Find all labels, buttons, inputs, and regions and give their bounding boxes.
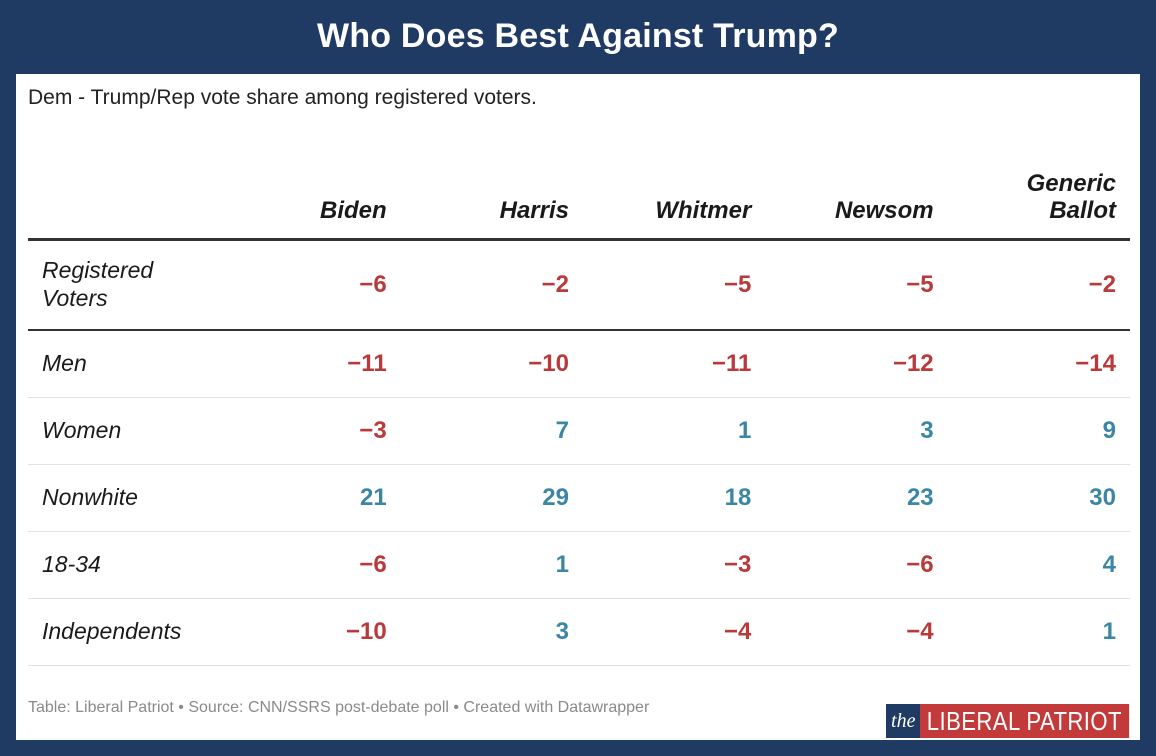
table-row: 18-34 −6 1 −3 −6 4 bbox=[28, 531, 1130, 599]
value-cell: −11 bbox=[583, 330, 766, 398]
row-label: Independents bbox=[28, 598, 219, 666]
chart-title: Who Does Best Against Trump? bbox=[317, 16, 839, 55]
header-corner bbox=[28, 154, 219, 241]
column-header-line: Harris bbox=[499, 196, 569, 224]
row-label-line: Nonwhite bbox=[42, 484, 138, 511]
results-table: Biden Harris Whitmer Newsom Generic Ballot Re… bbox=[28, 154, 1130, 666]
value-cell: −4 bbox=[765, 598, 948, 666]
column-header-line: Biden bbox=[320, 196, 387, 224]
row-label-line: Women bbox=[42, 417, 122, 444]
table-row: Registered Voters −6 −2 −5 −5 −2 bbox=[28, 239, 1130, 331]
table-header-row: Biden Harris Whitmer Newsom Generic Ballot bbox=[28, 154, 1130, 241]
row-label-line: Independents bbox=[42, 618, 182, 645]
column-header-line: Generic bbox=[1026, 170, 1116, 198]
table-row: Independents −10 3 −4 −4 1 bbox=[28, 598, 1130, 666]
table-row: Men −11 −10 −11 −12 −14 bbox=[28, 330, 1130, 398]
value-cell: −12 bbox=[765, 330, 948, 398]
value-cell: 3 bbox=[765, 397, 948, 465]
row-label-line: Registered bbox=[42, 257, 154, 284]
value-cell: 3 bbox=[400, 598, 583, 666]
chart-subtitle: Dem - Trump/Rep vote share among registe… bbox=[28, 86, 537, 109]
value-cell: −10 bbox=[218, 598, 401, 666]
row-label: Men bbox=[28, 330, 219, 398]
value-cell: −2 bbox=[400, 239, 583, 331]
row-label-line: 18-34 bbox=[42, 551, 101, 578]
column-header-line: Whitmer bbox=[655, 196, 752, 224]
row-label-line: Men bbox=[42, 350, 87, 377]
value-cell: 4 bbox=[947, 531, 1130, 599]
column-header-generic-ballot: Generic Ballot bbox=[947, 154, 1130, 241]
value-cell: 1 bbox=[583, 397, 766, 465]
value-cell: −3 bbox=[218, 397, 401, 465]
liberal-patriot-logo: the LIBERAL PATRIOT bbox=[886, 704, 1136, 738]
column-header-newsom: Newsom bbox=[765, 154, 948, 241]
value-cell: 18 bbox=[583, 464, 766, 532]
value-cell: −6 bbox=[765, 531, 948, 599]
row-label-line: Voters bbox=[42, 285, 108, 311]
value-cell: −5 bbox=[583, 239, 766, 331]
value-cell: −3 bbox=[583, 531, 766, 599]
column-header-line: Ballot bbox=[1049, 196, 1116, 224]
table-row: Women −3 7 1 3 9 bbox=[28, 397, 1130, 465]
value-cell: −14 bbox=[947, 330, 1130, 398]
value-cell: −4 bbox=[583, 598, 766, 666]
value-cell: 1 bbox=[400, 531, 583, 599]
row-label: Registered Voters bbox=[28, 239, 219, 331]
value-cell: 7 bbox=[400, 397, 583, 465]
value-cell: 21 bbox=[218, 464, 401, 532]
column-header-biden: Biden bbox=[218, 154, 401, 241]
value-cell: −6 bbox=[218, 531, 401, 599]
value-cell: 9 bbox=[947, 397, 1130, 465]
row-label: 18-34 bbox=[28, 531, 219, 599]
column-header-line: Newsom bbox=[834, 196, 934, 224]
value-cell: 1 bbox=[947, 598, 1130, 666]
source-credit: Table: Liberal Patriot • Source: CNN/SSR… bbox=[28, 699, 650, 716]
value-cell: 30 bbox=[947, 464, 1130, 532]
value-cell: −6 bbox=[218, 239, 401, 331]
column-header-harris: Harris bbox=[400, 154, 583, 241]
value-cell: −10 bbox=[400, 330, 583, 398]
table-row: Nonwhite 21 29 18 23 30 bbox=[28, 464, 1130, 532]
value-cell: −11 bbox=[218, 330, 401, 398]
logo-the: the bbox=[886, 704, 921, 738]
row-label: Nonwhite bbox=[28, 464, 219, 532]
value-cell: 23 bbox=[765, 464, 948, 532]
column-header-whitmer: Whitmer bbox=[583, 154, 766, 241]
value-cell: −2 bbox=[947, 239, 1130, 331]
logo-name: LIBERAL PATRIOT bbox=[920, 704, 1130, 738]
value-cell: −5 bbox=[765, 239, 948, 331]
table-panel: Dem - Trump/Rep vote share among registe… bbox=[16, 74, 1140, 740]
row-label: Women bbox=[28, 397, 219, 465]
table-body: Registered Voters −6 −2 −5 −5 −2 Men −11 −10 −11 −1… bbox=[28, 239, 1130, 666]
value-cell: 29 bbox=[400, 464, 583, 532]
